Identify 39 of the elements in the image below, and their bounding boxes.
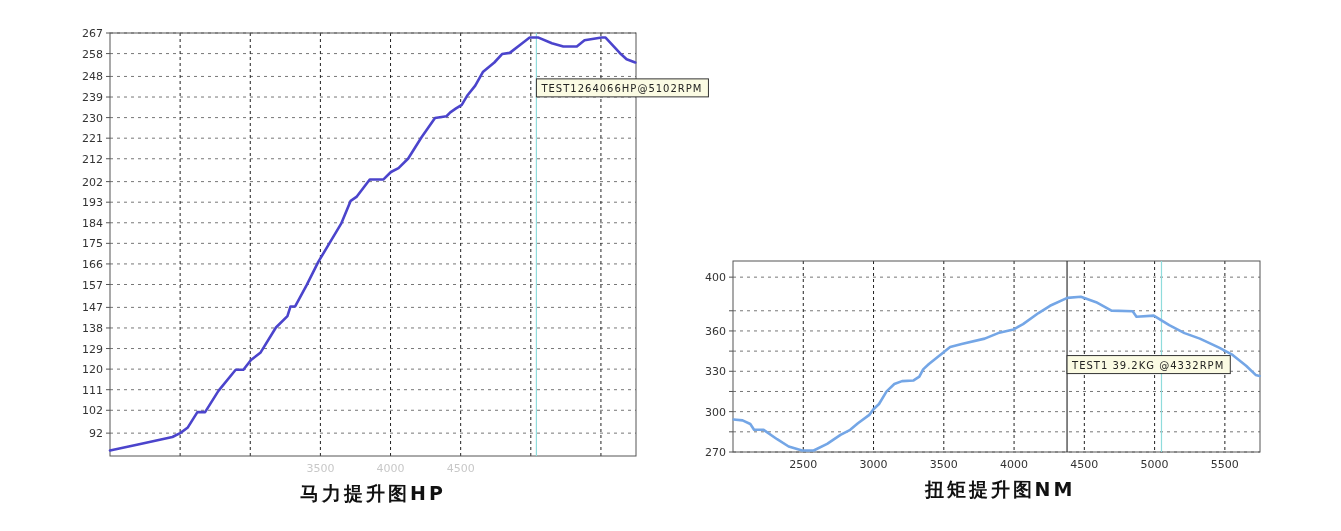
x-tick-label: 4000 — [1000, 458, 1029, 471]
y-tick-label: 202 — [82, 175, 103, 189]
y-tick-label: 129 — [82, 342, 103, 356]
y-tick-label: 92 — [89, 427, 103, 441]
y-tick-label: 102 — [82, 404, 103, 418]
y-tick-label: 270 — [705, 446, 726, 459]
y-tick-label: 258 — [82, 47, 103, 61]
text: 扭矩提升图NM — [923, 478, 1076, 500]
y-tick-label: 212 — [82, 152, 103, 166]
y-tick-label: 147 — [82, 301, 103, 315]
annotation: TEST1 39.2KG @4332RPM — [1071, 359, 1225, 371]
y-tick-label: 193 — [82, 196, 103, 210]
x-tick-label: 5500 — [1210, 458, 1239, 471]
x-tick-label: 3500 — [929, 458, 958, 471]
annotation: TEST1264066HP@5102RPM — [540, 82, 703, 94]
y-tick-label: 239 — [82, 91, 103, 105]
y-tick-label: 248 — [82, 70, 103, 84]
y-tick-label: 267 — [82, 27, 103, 40]
y-tick-label: 157 — [82, 278, 103, 292]
y-tick-label: 175 — [82, 237, 103, 251]
y-tick-label: 360 — [705, 324, 726, 338]
y-tick-label: 138 — [82, 321, 103, 335]
annotation-box: TEST1264066HP@5102RPM — [535, 78, 709, 98]
y-tick-label: 184 — [82, 216, 103, 230]
y-tick-label: 330 — [705, 365, 726, 379]
line-series — [732, 295, 1261, 452]
x-tick-label: 3000 — [859, 458, 888, 471]
y-tick-label: 221 — [82, 132, 103, 146]
text: 马力提升图HP — [300, 482, 446, 504]
y-tick-label: 400 — [705, 271, 726, 285]
y-tick-label: 300 — [705, 405, 726, 419]
y-tick-label: 120 — [82, 363, 103, 377]
x-tick-label: 2500 — [789, 458, 818, 471]
annotation-box: TEST1 39.2KG @4332RPM — [1066, 355, 1231, 375]
x-tick-label: 4500 — [1070, 458, 1099, 471]
x-tick-label: 5000 — [1140, 458, 1169, 471]
y-tick-label: 111 — [82, 383, 103, 397]
y-tick-label: 230 — [82, 111, 103, 125]
y-tick-label: 166 — [82, 257, 103, 271]
